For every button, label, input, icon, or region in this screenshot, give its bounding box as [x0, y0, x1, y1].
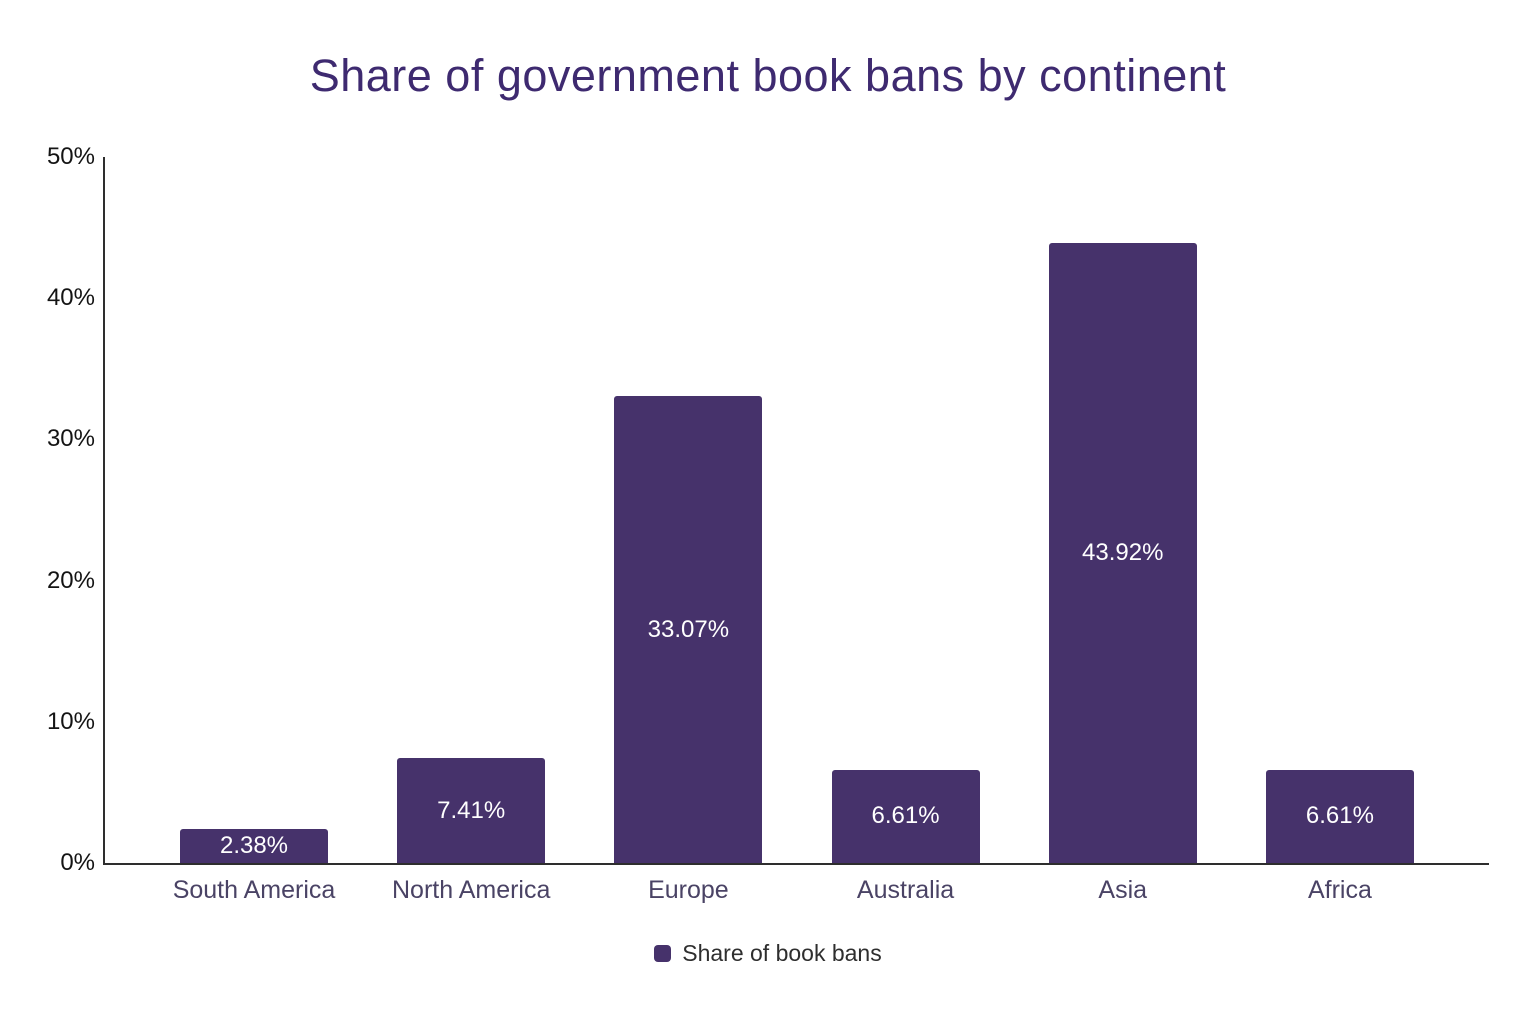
bars: 2.38% South America 7.41% North America 33.0… [105, 157, 1489, 903]
x-axis-tick-label: Europe [648, 876, 729, 904]
bar-asia[interactable]: 43.92% [1048, 242, 1197, 863]
bar-africa[interactable]: 6.61% [1265, 769, 1414, 863]
bar-south-america[interactable]: 2.38% [180, 829, 328, 863]
bar-europe[interactable]: 33.07% [614, 396, 763, 863]
bar-slot-south-america: 2.38% South America [173, 157, 335, 903]
bar-slot-africa: 6.61% Africa [1265, 157, 1414, 903]
bar-value-label: 7.41% [437, 796, 506, 824]
y-axis-tick-label: 10% [46, 707, 95, 735]
bar-north-america[interactable]: 7.41% [397, 758, 546, 863]
x-axis-tick-label: Asia [1098, 876, 1148, 904]
bar-australia[interactable]: 6.61% [831, 769, 980, 863]
bar-value-label: 43.92% [1082, 538, 1164, 566]
bar-slot-asia: 43.92% Asia [1048, 157, 1197, 903]
y-axis-tick-label: 40% [46, 284, 95, 312]
y-axis-tick-label: 20% [46, 566, 95, 594]
x-axis-tick-label: North America [391, 876, 551, 904]
bar-value-label: 6.61% [1305, 802, 1374, 830]
y-axis-tick-label: 30% [46, 425, 95, 453]
legend-label: Share of book bans [682, 940, 882, 966]
legend: Share of book bans [0, 942, 1536, 965]
y-axis-tick-label: 0% [60, 849, 95, 876]
x-axis-tick-label: Africa [1307, 876, 1372, 904]
y-axis-tick-label: 50% [46, 143, 95, 170]
legend-swatch-icon [654, 945, 672, 962]
bar-value-label: 2.38% [219, 832, 289, 860]
bar-slot-north-america: 7.41% North America [392, 157, 550, 903]
bar-value-label: 6.61% [871, 802, 940, 830]
legend-item-share-of-book-bans[interactable]: Share of book bans [654, 940, 882, 966]
x-axis-tick-label: Australia [856, 876, 955, 904]
chart-title: Share of government book bans by contine… [309, 50, 1227, 101]
x-axis-tick-label: South America [172, 876, 336, 904]
bar-slot-europe: 33.07% Europe [614, 157, 763, 903]
y-axis: 0% 10% 20% 30% 40% 50% [47, 145, 1489, 875]
bar-slot-australia: 6.61% Australia [831, 157, 980, 903]
plot-area: 0% 10% 20% 30% 40% 50% 2.38% South America 7.41… [47, 145, 1489, 903]
bar-value-label: 33.07% [647, 615, 730, 643]
